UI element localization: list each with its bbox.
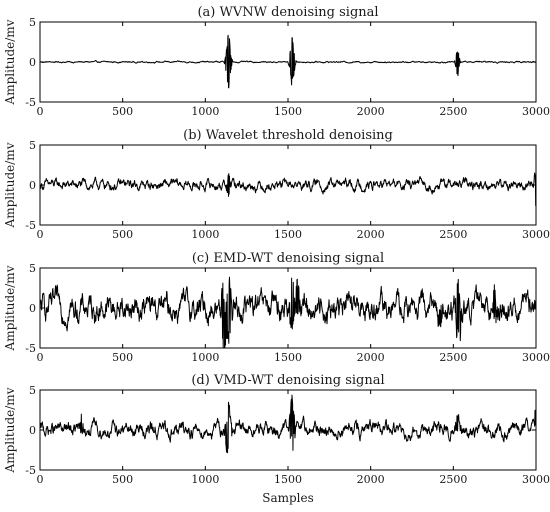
y-tick-label: -5: [25, 219, 36, 232]
x-tick-label: 0: [37, 473, 44, 486]
x-tick-label: 500: [112, 105, 133, 118]
panel-title: (a) WVNW denoising signal: [197, 5, 378, 20]
x-tick-label: 2500: [439, 105, 467, 118]
x-tick-label: 0: [37, 228, 44, 241]
x-tick-label: 2500: [439, 473, 467, 486]
y-tick-label: 5: [29, 384, 36, 397]
x-tick-label: 1500: [274, 228, 302, 241]
x-tick-label: 0: [37, 351, 44, 364]
y-tick-label: 5: [29, 16, 36, 29]
x-tick-label: 2000: [357, 351, 385, 364]
x-tick-label: 3000: [522, 105, 550, 118]
y-tick-label: 5: [29, 139, 36, 152]
signal-line: [39, 394, 537, 454]
x-tick-label: 2500: [439, 228, 467, 241]
x-tick-label: 1000: [191, 473, 219, 486]
x-tick-label: 1500: [274, 473, 302, 486]
x-tick-label: 1500: [274, 351, 302, 364]
signal-line: [39, 276, 537, 349]
x-tick-label: 2000: [357, 473, 385, 486]
y-tick-label: 0: [29, 302, 36, 315]
x-tick-label: 2000: [357, 228, 385, 241]
x-tick-label: 1500: [274, 105, 302, 118]
x-tick-label: 1000: [191, 351, 219, 364]
y-tick-label: -5: [25, 342, 36, 355]
y-tick-label: -5: [25, 96, 36, 109]
panel-title: (b) Wavelet threshold denoising: [183, 128, 393, 143]
x-tick-label: 3000: [522, 351, 550, 364]
y-axis-label: Amplitude/mv: [3, 265, 17, 351]
y-tick-label: 0: [29, 56, 36, 69]
panel-title: (c) EMD-WT denoising signal: [192, 251, 384, 266]
x-tick-label: 500: [112, 351, 133, 364]
y-tick-label: 0: [29, 179, 36, 192]
y-axis-label: Amplitude/mv: [3, 19, 17, 105]
y-axis-label: Amplitude/mv: [3, 387, 17, 473]
y-axis-label: Amplitude/mv: [3, 142, 17, 228]
x-tick-label: 0: [37, 105, 44, 118]
signal-line: [39, 34, 537, 89]
x-axis-label: Samples: [262, 491, 314, 505]
x-tick-label: 1000: [191, 105, 219, 118]
x-tick-label: 2000: [357, 105, 385, 118]
y-tick-label: -5: [25, 464, 36, 477]
y-tick-label: 5: [29, 262, 36, 275]
panel-title: (d) VMD-WT denoising signal: [191, 373, 384, 388]
signal-line: [39, 172, 537, 207]
x-tick-label: 2500: [439, 351, 467, 364]
x-tick-label: 3000: [522, 228, 550, 241]
x-tick-label: 3000: [522, 473, 550, 486]
x-tick-label: 500: [112, 228, 133, 241]
y-tick-label: 0: [29, 424, 36, 437]
x-tick-label: 1000: [191, 228, 219, 241]
x-tick-label: 500: [112, 473, 133, 486]
